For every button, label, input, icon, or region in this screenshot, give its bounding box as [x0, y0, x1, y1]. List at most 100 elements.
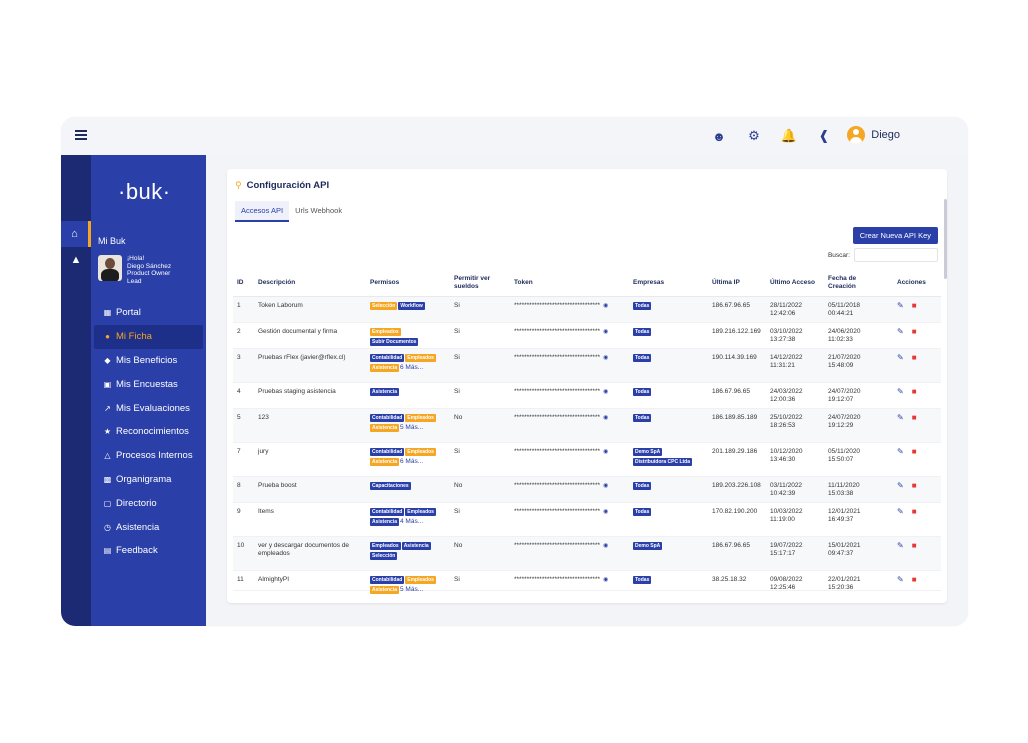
permission-badge: Selección: [370, 552, 398, 560]
gear-icon[interactable]: ⚙: [748, 128, 760, 143]
sidebar-item-portal[interactable]: ▦ Portal: [91, 301, 206, 325]
cell-last-ip: 189.216.122.169: [712, 328, 761, 335]
edit-icon[interactable]: ✎: [897, 447, 904, 456]
permission-badge: Contabilidad: [370, 414, 405, 422]
permission-badge: Empleados: [405, 448, 436, 456]
edit-icon[interactable]: ✎: [897, 327, 904, 336]
cell-empresas: Todas: [633, 508, 712, 518]
column-header[interactable]: Token: [514, 278, 533, 286]
table-body: 1 Token Laborum Selección Workflow Si *******…: [233, 297, 941, 594]
directory-icon: ▢: [103, 498, 112, 508]
sidebar-item-feedback[interactable]: ▤ Feedback: [91, 539, 206, 563]
cell-created: 24/07/2020 19:12:07: [828, 388, 861, 403]
edit-icon[interactable]: ✎: [897, 387, 904, 396]
graduation-cap-icon[interactable]: ▲: [70, 254, 82, 266]
edit-icon[interactable]: ✎: [897, 353, 904, 362]
column-header[interactable]: Empresas: [633, 278, 665, 286]
tab-urls-webhook[interactable]: Urls Webhook: [295, 206, 343, 215]
cell-id: 11: [237, 576, 244, 583]
column-header[interactable]: Permisos: [370, 278, 400, 286]
megaphone-icon[interactable]: ❰: [818, 128, 830, 143]
cell-empresas: Todas: [633, 388, 712, 398]
column-header[interactable]: Última IP: [712, 278, 740, 286]
sidebar-item-mis-evaluaciones[interactable]: ↗ Mis Evaluaciones: [91, 396, 206, 420]
trash-icon[interactable]: ■: [911, 387, 917, 396]
page-title: ⚲ Configuración API: [235, 180, 329, 191]
create-api-key-button[interactable]: Crear Nueva API Key: [852, 227, 938, 244]
edit-icon[interactable]: ✎: [897, 301, 904, 310]
sidebar-item-asistencia[interactable]: ◷ Asistencia: [91, 515, 206, 539]
home-icon[interactable]: ⌂: [61, 221, 91, 247]
edit-icon[interactable]: ✎: [897, 541, 904, 550]
sidebar-item-mis-encuestas[interactable]: ▣ Mis Encuestas: [91, 372, 206, 396]
search: Buscar:: [828, 248, 938, 262]
table-row: 5 123 Contabilidad Empleados Asistencia 5 Más…: [233, 409, 941, 443]
trash-icon[interactable]: ■: [911, 413, 917, 422]
edit-icon[interactable]: ✎: [897, 481, 904, 490]
more-permissions-link[interactable]: 6 Más...: [400, 364, 424, 371]
scrollbar[interactable]: [944, 199, 947, 279]
profile-avatar: [98, 255, 122, 281]
eye-icon[interactable]: ◉: [603, 355, 609, 361]
sidebar: ·buk· Mi Buk ¡Hola! Diego Sánchez Produc…: [91, 155, 206, 626]
eye-icon[interactable]: ◉: [603, 509, 609, 515]
edit-icon[interactable]: ✎: [897, 507, 904, 516]
cell-description: Pruebas staging asistencia: [258, 388, 336, 395]
cell-actions: ✎ ■: [887, 388, 937, 396]
column-header[interactable]: Fecha de Creación: [828, 274, 857, 290]
edit-icon[interactable]: ✎: [897, 413, 904, 422]
table-row: 7 jury Contabilidad Empleados Asistencia 6 Má…: [233, 443, 941, 477]
sidebar-item-mis-beneficios[interactable]: ◆ Mis Beneficios: [91, 349, 206, 373]
cell-token: ********************************** ◉: [514, 414, 633, 422]
tab-accesos-api[interactable]: Accesos API: [235, 201, 290, 222]
sidebar-item-mi-ficha[interactable]: ● Mi Ficha: [94, 324, 203, 349]
profile-greeting: ¡Hola!: [127, 255, 145, 262]
cell-created: 05/11/2020 15:50:07: [828, 448, 861, 463]
trash-icon[interactable]: ■: [911, 447, 917, 456]
more-permissions-link[interactable]: 6 Más...: [400, 458, 424, 465]
eye-icon[interactable]: ◉: [603, 577, 609, 583]
bell-icon[interactable]: 🔔: [780, 128, 798, 143]
permission-badge: Asistencia: [370, 364, 400, 372]
edit-icon[interactable]: ✎: [897, 575, 904, 584]
eye-icon[interactable]: ◉: [603, 543, 609, 549]
eye-icon[interactable]: ◉: [603, 449, 609, 455]
trash-icon[interactable]: ■: [911, 301, 917, 310]
more-permissions-link[interactable]: 4 Más...: [400, 518, 424, 525]
cell-empresas: Todas: [633, 354, 712, 364]
more-permissions-link[interactable]: 5 Más...: [400, 586, 424, 593]
trash-icon[interactable]: ■: [911, 575, 917, 584]
search-input[interactable]: [854, 248, 938, 262]
trash-icon[interactable]: ■: [911, 327, 917, 336]
profile-name: Diego Sánchez: [127, 262, 172, 270]
menu-icon[interactable]: [75, 130, 87, 140]
column-header[interactable]: Último Acceso: [770, 278, 815, 286]
eye-icon[interactable]: ◉: [603, 389, 609, 395]
permission-badge: Contabilidad: [370, 576, 405, 584]
user-search-icon[interactable]: ☻: [712, 128, 726, 144]
eye-icon[interactable]: ◉: [603, 329, 609, 335]
sidebar-item-organigrama[interactable]: ▩ Organigrama: [91, 468, 206, 492]
column-header[interactable]: Acciones: [897, 278, 926, 286]
sidebar-item-directorio[interactable]: ▢ Directorio: [91, 491, 206, 515]
eye-icon[interactable]: ◉: [603, 415, 609, 421]
trash-icon[interactable]: ■: [911, 507, 917, 516]
company-badge: Todas: [633, 328, 652, 336]
column-header[interactable]: Descripción: [258, 278, 296, 286]
more-permissions-link[interactable]: 5 Más...: [400, 424, 424, 431]
eye-icon[interactable]: ◉: [603, 303, 609, 309]
column-header[interactable]: Permitir ver sueldos: [454, 274, 491, 290]
sidebar-item-label: Mis Encuestas: [116, 378, 178, 390]
trash-icon[interactable]: ■: [911, 353, 917, 362]
eye-icon[interactable]: ◉: [603, 483, 609, 489]
cell-token: ********************************** ◉: [514, 482, 633, 490]
permission-badge: Asistencia: [370, 388, 400, 396]
cell-description: Token Laborum: [258, 302, 303, 309]
user-menu[interactable]: Diego: [847, 126, 900, 144]
sidebar-item-procesos-internos[interactable]: △ Procesos Internos: [91, 444, 206, 468]
app-window: ☻ ⚙ 🔔 ❰ ❓ Diego ⌂ ▲ ·buk· Mi Buk ¡Hola! …: [61, 117, 968, 626]
column-header[interactable]: ID: [237, 278, 244, 286]
trash-icon[interactable]: ■: [911, 541, 917, 550]
trash-icon[interactable]: ■: [911, 481, 917, 490]
sidebar-item-reconocimientos[interactable]: ★ Reconocimientos: [91, 420, 206, 444]
